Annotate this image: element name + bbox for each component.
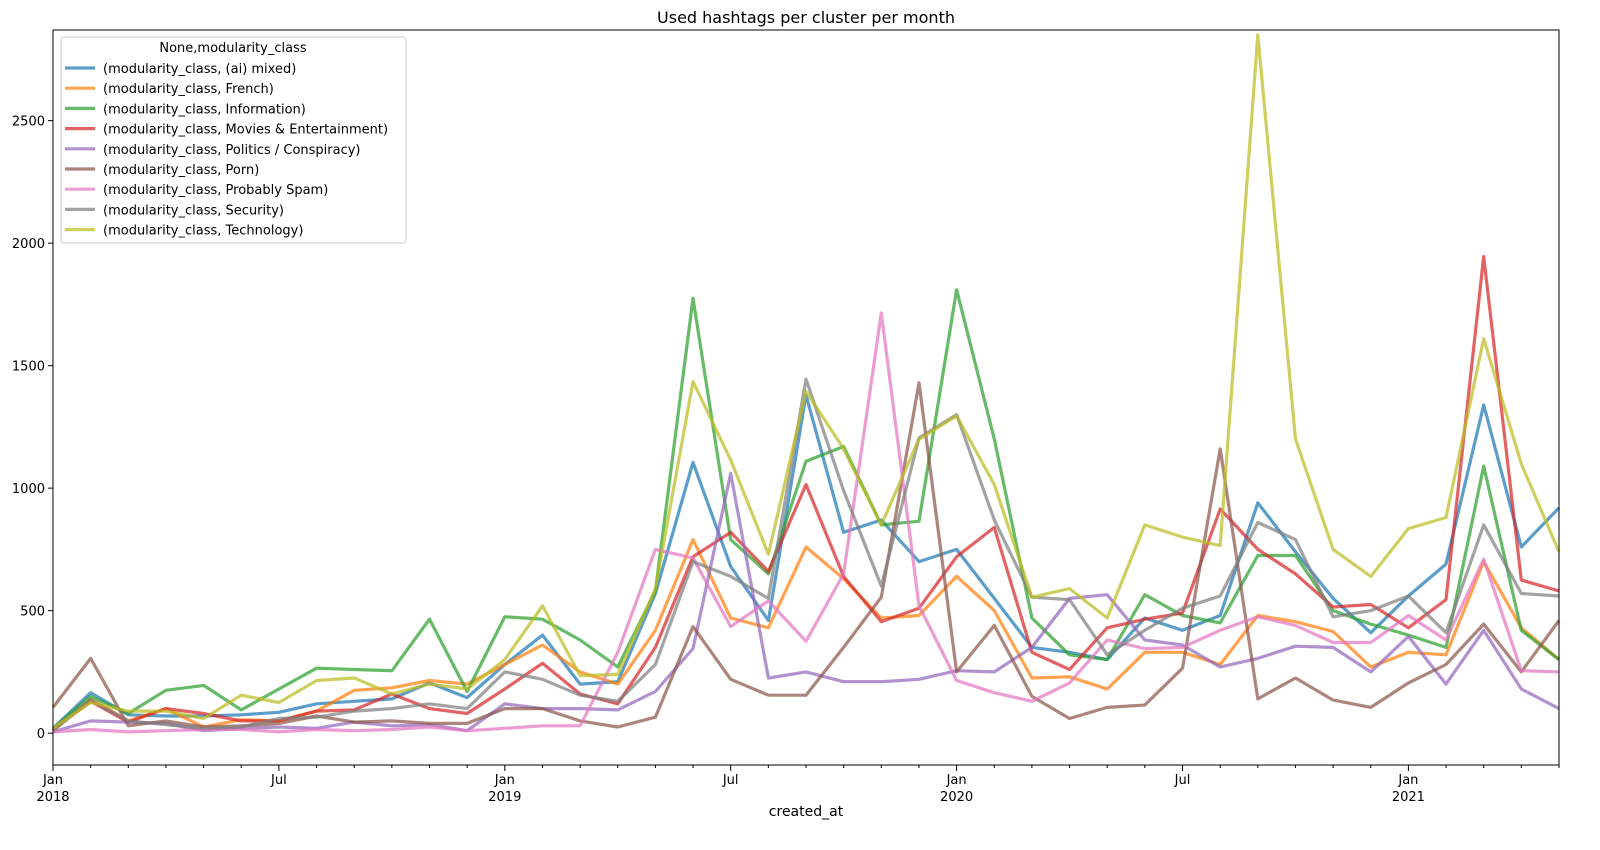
legend-label-6: (modularity_class, Probably Spam)	[103, 183, 328, 198]
legend-label-2: (modularity_class, Information)	[103, 102, 306, 117]
legend: None,modularity_class (modularity_class,…	[60, 36, 407, 244]
x-tick-year-label-2: 2019	[488, 790, 521, 805]
series-line-4	[52, 471, 1560, 734]
x-tick-label-1: Jul	[270, 773, 287, 788]
legend-label-5: (modularity_class, Porn)	[103, 163, 259, 178]
series-line-2	[51, 288, 1560, 730]
x-tick-label-0: Jan	[42, 773, 63, 788]
x-tick-label-5: Jul	[1174, 773, 1191, 788]
legend-title: None,modularity_class	[159, 41, 306, 56]
legend-label-8: (modularity_class, Technology)	[103, 224, 303, 239]
y-tick-label-5: 2500	[12, 115, 45, 130]
x-axis-label: created_at	[769, 804, 844, 820]
series-line-7	[51, 377, 1560, 732]
x-tick-year-label-4: 2020	[940, 790, 973, 805]
x-tick-label-3: Jul	[722, 773, 739, 788]
y-tick-label-0: 0	[37, 727, 45, 742]
legend-label-0: (modularity_class, (ai) mixed)	[103, 62, 296, 77]
y-axis: 0 500 1000 1500 2000 2500	[12, 115, 53, 742]
legend-label-3: (modularity_class, Movies & Entertainmen…	[103, 123, 388, 138]
series-line-8	[52, 33, 1561, 730]
series-line-3	[52, 255, 1560, 731]
x-tick-label-2: Jan	[494, 773, 515, 788]
series-line-6	[52, 311, 1560, 734]
legend-items: (modularity_class, (ai) mixed) (modularit…	[65, 62, 388, 239]
legend-label-1: (modularity_class, French)	[103, 82, 274, 97]
x-tick-year-label-6: 2021	[1392, 790, 1425, 805]
legend-label-4: (modularity_class, Politics / Conspiracy…	[103, 143, 361, 158]
legend-box	[60, 36, 407, 244]
x-axis: Jan 2018 Jul Jan 2019 Jul Jan 2020 Jul Jan 2021	[36, 765, 1560, 805]
legend-label-7: (modularity_class, Security)	[103, 203, 284, 218]
x-tick-year-label-0: 2018	[36, 790, 69, 805]
y-tick-label-4: 2000	[12, 237, 45, 252]
y-tick-label-1: 500	[20, 605, 45, 620]
y-tick-label-3: 1500	[12, 360, 45, 375]
chart-title: Used hashtags per cluster per month	[657, 8, 955, 27]
series-lines	[51, 33, 1561, 734]
y-tick-label-2: 1000	[12, 482, 45, 497]
x-tick-label-6: Jan	[1397, 773, 1418, 788]
x-tick-label-4: Jan	[946, 773, 967, 788]
